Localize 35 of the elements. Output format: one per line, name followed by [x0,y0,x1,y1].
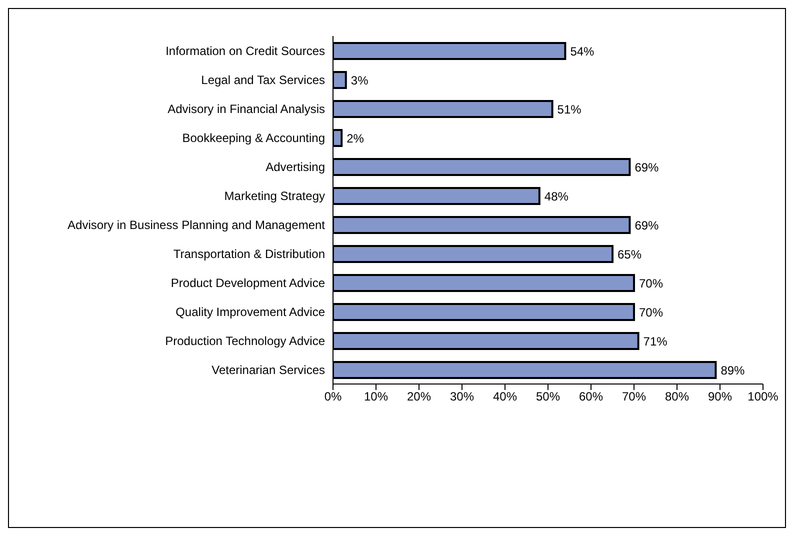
x-tick-label: 0% [324,390,342,404]
x-tick-label: 30% [450,390,474,404]
y-tick-label: Advertising [266,160,325,174]
y-tick-label: Marketing Strategy [224,188,325,203]
y-tick-label: Information on Credit Sources [166,44,325,58]
data-label: 70% [639,276,664,290]
y-tick-label: Advisory in Financial Analysis [168,102,325,116]
x-tick-label: 70% [622,390,646,404]
y-tick-label: Advisory in Business Planning and Management [68,218,326,232]
x-tick-label: 90% [708,390,732,404]
y-tick-label: Legal and Tax Services [201,72,325,87]
data-label: 54% [570,44,595,58]
x-tick-label: 100% [748,390,779,404]
x-tick-label: 60% [578,390,604,404]
y-tick-label: Bookkeeping & Accounting [182,130,325,145]
y-tick-label: Production Technology Advice [165,334,326,348]
x-tick-label: 10% [364,390,388,404]
x-tick-label: 40% [492,390,518,404]
data-label: 65% [618,247,642,262]
data-label: 69% [634,160,660,174]
data-label: 48% [544,189,569,204]
y-tick-label: Transportation & Distribution [173,246,325,261]
y-tick-label: Quality Improvement Advice [176,304,326,319]
y-tick-label: Veterinarian Services [212,362,325,377]
data-label: 71% [643,334,668,348]
data-label: 70% [639,305,664,320]
data-label: 69% [634,218,660,232]
y-tick-label: Product Development Advice [170,276,326,290]
data-label: 2% [346,131,364,146]
x-tick-label: 80% [664,390,690,404]
data-label: 51% [557,102,582,116]
data-label: 3% [350,73,369,88]
x-tick-label: 20% [406,390,432,404]
data-label: 89% [720,363,746,378]
x-tick-label: 50% [536,390,560,404]
